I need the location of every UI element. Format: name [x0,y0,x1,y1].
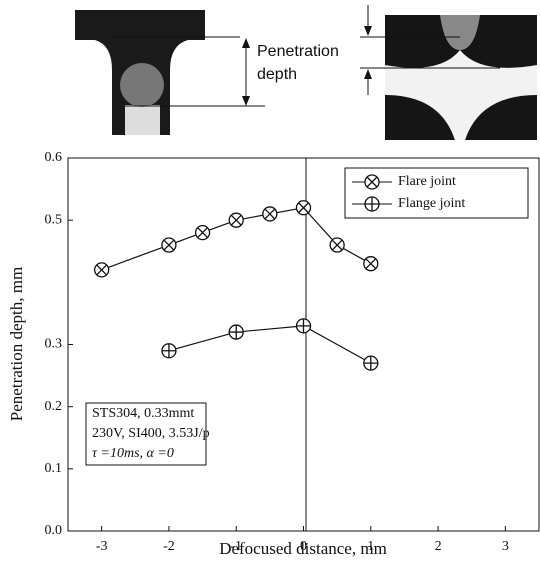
marker [194,224,211,241]
marker [262,206,278,222]
x-tick-label: 0 [300,539,307,554]
image-label: Penetration [257,43,339,60]
annotation: STS304, 0.33mmt [92,406,194,421]
annotation: τ =10ms, α =0 [92,446,174,461]
marker [364,196,380,212]
y-axis-label: Penetration depth, mm [7,267,26,421]
y-tick-label: 0.6 [45,150,63,165]
marker-cross [229,325,244,340]
marker-cross [230,214,242,226]
marker [295,318,312,334]
marker-cross [296,318,311,333]
x-tick-label: -2 [163,539,175,554]
y-tick-label: 0.2 [45,399,63,414]
x-tick-label: 1 [367,539,374,554]
x-axis-label: Defocused distance, mm [219,539,387,558]
marker-cross [161,343,176,358]
marker [329,237,345,253]
y-tick-label: 0.1 [45,461,63,476]
legend-label: Flare joint [398,174,456,189]
marker [363,355,379,371]
marker [161,343,177,359]
annotation-box [85,402,207,466]
series-line [168,325,372,364]
marker [295,200,312,216]
legend-label: Flange joint [398,196,465,211]
marker-cross [365,258,377,270]
y-tick-label: 0.5 [45,212,63,227]
marker [364,174,380,190]
left-photo [75,10,265,135]
marker-cross [298,202,309,214]
x-tick-label: 3 [502,539,509,554]
marker [161,237,177,253]
marker [93,262,110,278]
x-tick-label: 2 [435,539,442,554]
image-label: depth [257,66,297,83]
y-tick-label: 0.0 [45,523,63,538]
right-photo [360,5,537,140]
marker-cross [363,356,378,371]
marker [228,212,244,228]
marker-cross [197,227,209,239]
marker-cross [96,264,108,276]
y-tick-label: 0.3 [45,337,63,352]
marker-cross [264,208,276,220]
marker-cross [331,239,343,251]
marker [363,256,379,272]
marker-cross [163,239,175,251]
x-tick-label: -3 [96,539,108,554]
marker-cross [365,197,379,211]
x-tick-label: -1 [230,539,242,554]
marker [228,324,244,340]
annotation: 230V, SI400, 3.53J/p [92,426,210,441]
marker-cross [366,176,378,188]
